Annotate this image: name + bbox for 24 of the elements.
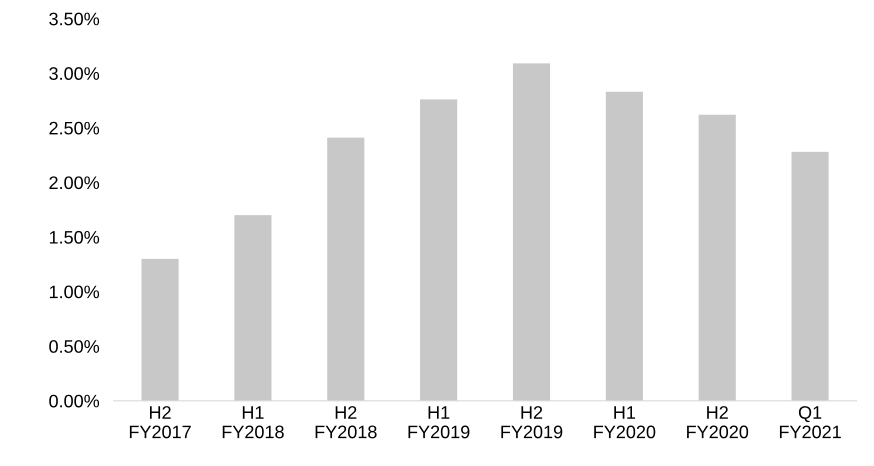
y-tick-label: 3.50% (49, 12, 100, 26)
x-tick-label: H2 FY2018 (316, 406, 377, 438)
x-tick-label: H1 FY2020 (594, 406, 656, 438)
x-tick-label: H2 FY2020 (687, 406, 748, 438)
y-tick-label: 1.00% (50, 286, 100, 298)
x-tick-label: Q1 FY2021 (780, 406, 841, 438)
x-tick-label: H2 FY2019 (501, 406, 562, 438)
bar (234, 215, 272, 401)
bar (420, 99, 458, 401)
x-tick-label: H1 FY2019 (408, 406, 470, 438)
x-tick-label: H2 FY2017 (130, 406, 191, 438)
bar (327, 138, 364, 401)
bar (606, 92, 643, 401)
y-tick-label: 0.50% (49, 340, 100, 353)
y-tick-label: 2.50% (49, 122, 100, 135)
x-tick-label: H1 FY2018 (222, 406, 284, 438)
bar (141, 258, 179, 401)
y-tick-label: 2.00% (49, 176, 100, 190)
bar (698, 114, 736, 401)
bar (512, 63, 550, 401)
y-tick-label: 1.50% (50, 230, 100, 244)
y-tick-label: 0.00% (49, 394, 100, 408)
bar (792, 152, 829, 401)
y-tick-label: 3.00% (49, 67, 100, 80)
